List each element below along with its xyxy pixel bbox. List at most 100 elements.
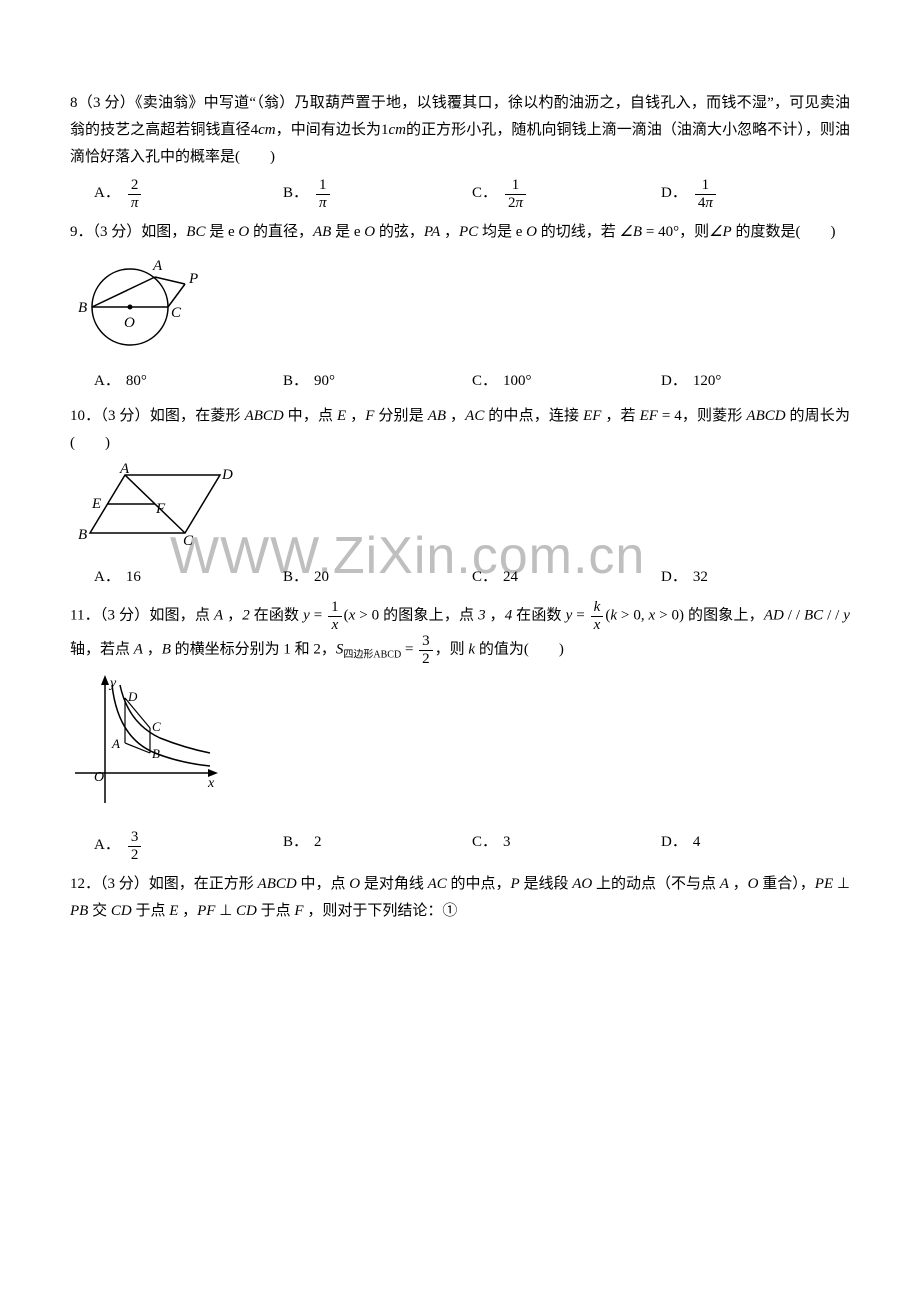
q10-label-e: E (91, 496, 101, 512)
q9-seg3: PA (424, 224, 440, 240)
q11-label-o: O (94, 770, 104, 785)
q12-a: A (720, 876, 729, 892)
q9-c: 100° (503, 373, 532, 389)
q11-a2: A (134, 641, 143, 657)
q12-number: 12 (70, 876, 85, 892)
q10-shape2: ABCD (746, 408, 785, 424)
q12-text-i: 交 (88, 903, 111, 919)
q11-a: A (214, 607, 223, 623)
q8-text-b: ，中间有边长为 (276, 122, 381, 138)
q11-s-sub: 四边形ABCD (343, 649, 401, 660)
q11-number: 11 (70, 607, 84, 623)
q12-points: （3 分） (100, 876, 149, 892)
q9-seg2: AB (313, 224, 331, 240)
question-9: 9．（3 分）如图，BC 是 e O 的直径，AB 是 e O 的弦，PA ，P… (70, 219, 850, 246)
q9-text-h: 的切线，若 (537, 224, 616, 240)
q12-text-a: 如图，在正方形 (149, 876, 258, 892)
q10-text-g: ，若 (601, 408, 635, 424)
q12-e: E (169, 903, 178, 919)
q11-choices: A．32 B．2 C．3 D．4 (70, 829, 850, 863)
q10-label-a: A (119, 463, 130, 477)
q8-unit2: cm (389, 122, 407, 138)
q10-text-f: 的中点，连接 (484, 408, 583, 424)
q9-label-a: A (152, 258, 163, 274)
question-11: 11．（3 分）如图，点 A ，2 在函数 y = 1x(x > 0 的图象上，… (70, 599, 850, 667)
q9-text-g: 均是 e (478, 224, 526, 240)
q12-text-b: 中，点 (297, 876, 350, 892)
q9-d: 120° (693, 373, 722, 389)
q10-choices: A．16 B．20 C．24 D．32 (70, 564, 850, 591)
q10-choice-b: B．20 (283, 564, 472, 591)
q11-text-k: ，则 (435, 641, 469, 657)
q9-text-i: ，则 (679, 224, 709, 240)
q10-label-d: D (221, 467, 233, 483)
q10-e: E (337, 408, 346, 424)
q11-cc: 3 (503, 834, 511, 850)
q11-text-l: 的值为 (475, 641, 524, 657)
q11-choice-d: D．4 (661, 829, 850, 863)
q10-d: 32 (693, 569, 708, 585)
q10-text-b: 中，点 (284, 408, 337, 424)
q12-o: O (349, 876, 360, 892)
q11-eq1: = (310, 607, 326, 623)
q11-label-y: y (108, 676, 117, 691)
q12-o2: O (748, 876, 759, 892)
q11-label-a2: A (111, 736, 120, 751)
q12-text-m: ，则对于下列结论：① (304, 903, 458, 919)
q10-choice-d: D．32 (661, 564, 850, 591)
q11-diagram: O x y D A C B (70, 673, 850, 823)
q11-sd: 2 (419, 651, 433, 668)
q11-text-f: 在函数 (512, 607, 565, 623)
q12-ac: AC (428, 876, 447, 892)
q10-ef: EF (583, 408, 601, 424)
q9-text-f: ， (440, 224, 459, 240)
q8-choice-a: A．2π (94, 177, 283, 211)
question-10: 10．（3 分）如图，在菱形 ABCD 中，点 E ，F 分别是 AB ，AC … (70, 403, 850, 457)
q10-choice-a: A．16 (94, 564, 283, 591)
q10-diagram: A D B C E F (70, 463, 850, 558)
q10-text-i: 的周长为 (786, 408, 850, 424)
q11-text-h: 轴，若点 (70, 641, 134, 657)
q8-blank: ( ) (235, 149, 275, 165)
q8-choice-c: C．12π (472, 177, 661, 211)
q12-text-e: 是线段 (520, 876, 573, 892)
q9-seg1: BC (186, 224, 205, 240)
q11-text-a: 如图，点 (149, 607, 214, 623)
q10-label-f: F (155, 501, 166, 517)
q11-cb: 2 (314, 834, 322, 850)
q12-text-c: 是对角线 (360, 876, 428, 892)
q8-b-den: π (316, 195, 330, 212)
q12-text-h: 重合）， (759, 876, 815, 892)
q10-number: 10 (70, 408, 85, 424)
q8-choice-b: B．1π (283, 177, 472, 211)
q11-text-g: 的图象上， (688, 607, 764, 623)
q9-choice-d: D．120° (661, 368, 850, 395)
q12-shape: ABCD (258, 876, 297, 892)
q9-label-o: O (124, 315, 135, 331)
q11-text-c: 在函数 (250, 607, 303, 623)
q8-d-num: 1 (695, 177, 716, 195)
q12-f: F (294, 903, 303, 919)
q10-b: 20 (314, 569, 329, 585)
q11-points: （3 分） (100, 607, 149, 623)
q9-angle: ∠B (619, 224, 642, 240)
q11-s-eq: = (401, 641, 417, 657)
q11-f1n: 1 (328, 599, 342, 617)
q9-label-c: C (171, 305, 182, 321)
q11-f2d: x (591, 617, 604, 634)
q11-choice-b: B．2 (283, 829, 472, 863)
q11-f2n: k (591, 599, 604, 617)
q12-text-k: ， (178, 903, 197, 919)
q10-ab: AB (428, 408, 446, 424)
q10-ac: AC (465, 408, 484, 424)
q8-d-den: 4π (695, 195, 716, 212)
q9-text-d: 是 e (331, 224, 364, 240)
q11-b: 2 (242, 607, 250, 623)
q11-y1: y (303, 607, 310, 623)
q9-text-a: 如图， (141, 224, 186, 240)
q9-number: 9 (70, 224, 78, 240)
q10-c: 24 (503, 569, 518, 585)
q11-label-x: x (207, 776, 215, 791)
q11-text-e: ， (486, 607, 505, 623)
q11-ad: 2 (128, 847, 142, 864)
